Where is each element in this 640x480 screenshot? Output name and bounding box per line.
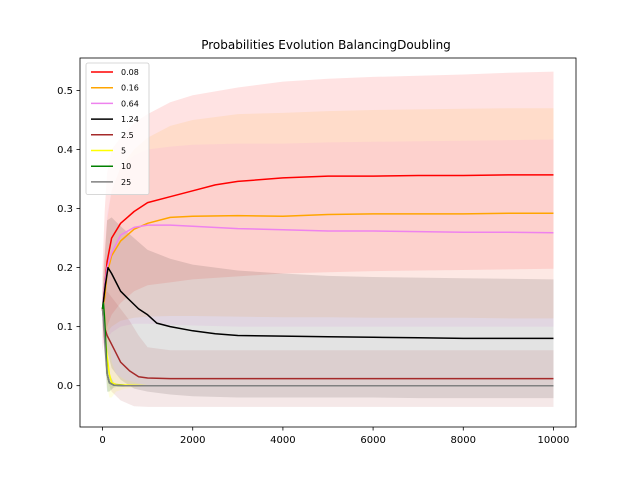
series-line-0_16 — [101, 212, 554, 310]
legend-label: 25 — [121, 178, 131, 187]
legend-label: 5 — [121, 147, 126, 156]
chart-title: Probabilities Evolution BalancingDoublin… — [201, 38, 451, 52]
series-line-0_64 — [101, 224, 554, 309]
legend-label: 0.08 — [121, 68, 139, 77]
y-tick-label: 0.2 — [57, 263, 73, 274]
legend-label: 10 — [121, 162, 131, 171]
series-line-25 — [101, 308, 554, 387]
x-tick-label: 4000 — [270, 435, 295, 446]
band-0_08 — [102, 71, 554, 351]
band-0_16 — [102, 108, 554, 339]
x-tick-label: 2000 — [180, 435, 205, 446]
y-tick-label: 0.4 — [57, 145, 73, 156]
series-line-2_5 — [101, 308, 554, 380]
legend: 0.08 0.16 0.64 1.24 2.5 5 10 25 — [85, 62, 150, 196]
legend-box — [85, 62, 150, 196]
band-1_24 — [102, 217, 554, 399]
legend-label: 2.5 — [121, 131, 134, 140]
plot-frame — [79, 57, 577, 428]
x-tick-label: 8000 — [451, 435, 476, 446]
legend-label: 0.64 — [121, 99, 139, 108]
legend-label: 0.16 — [121, 84, 139, 93]
series-lines — [101, 174, 554, 387]
y-tick-label: 0.0 — [57, 381, 73, 392]
confidence-bands — [102, 71, 554, 407]
band-0_64 — [102, 139, 554, 345]
x-axis: 0 2000 4000 6000 8000 10000 — [99, 427, 569, 446]
x-tick-label: 0 — [99, 435, 105, 446]
legend-label: 1.24 — [121, 115, 139, 124]
x-tick-label: 10000 — [538, 435, 570, 446]
y-tick-label: 0.3 — [57, 204, 73, 215]
x-tick-label: 6000 — [360, 435, 385, 446]
series-line-0_08 — [101, 174, 554, 309]
series-line-1_24 — [101, 266, 554, 340]
y-axis: 0.0 0.1 0.2 0.3 0.4 0.5 — [57, 86, 80, 392]
y-tick-label: 0.1 — [57, 322, 73, 333]
y-tick-label: 0.5 — [57, 86, 73, 97]
